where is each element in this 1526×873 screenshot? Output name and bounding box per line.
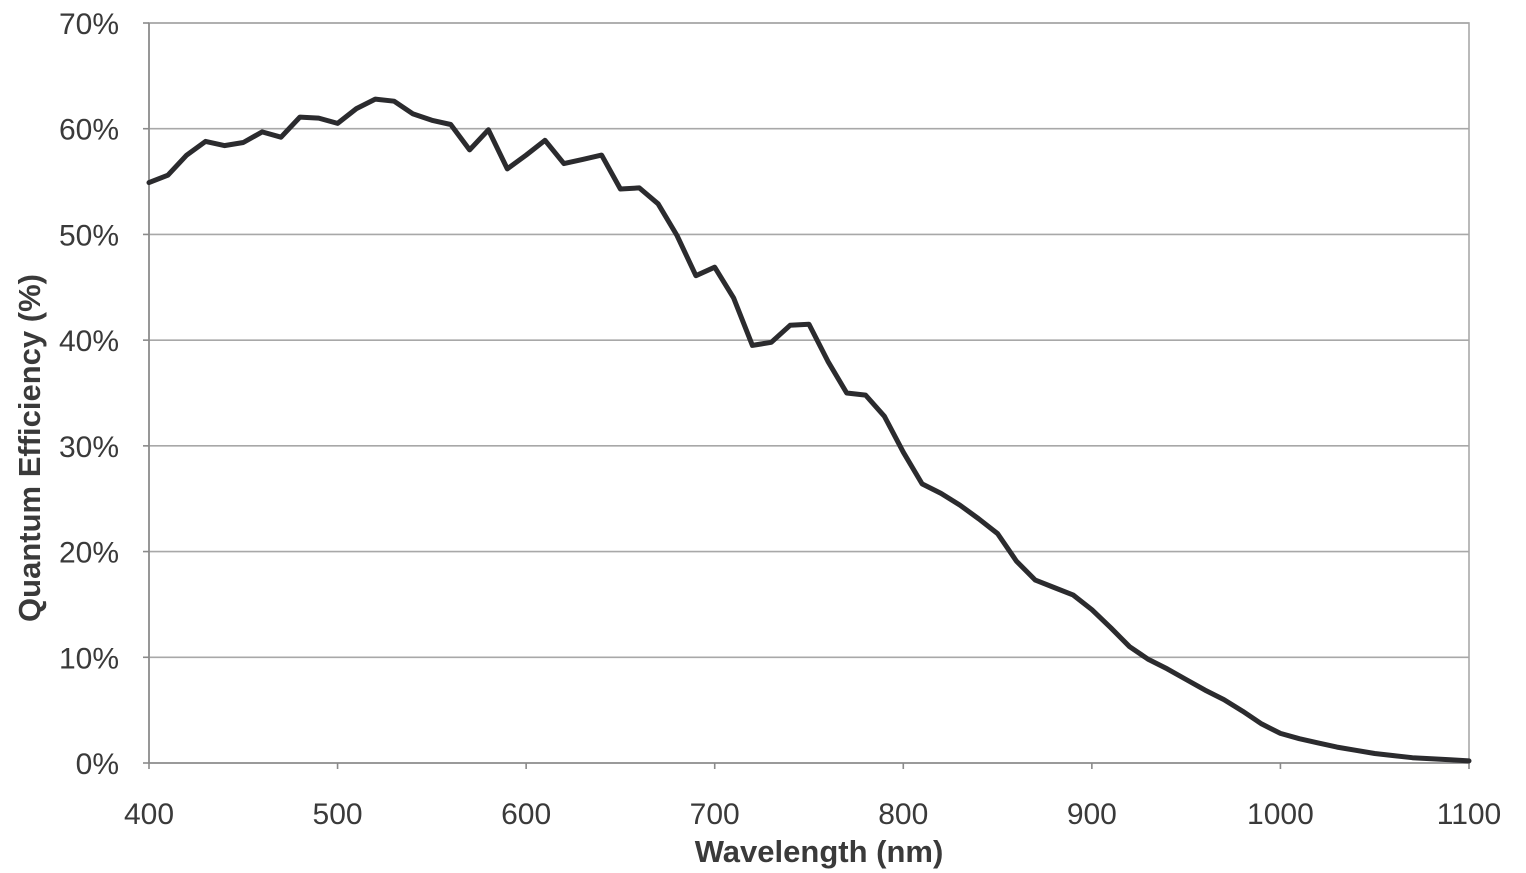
x-tick-label: 800 bbox=[878, 798, 928, 831]
axis-tick-marks bbox=[143, 22, 1470, 769]
y-axis-title: Quantum Efficiency (%) bbox=[12, 274, 47, 622]
x-tick-label: 700 bbox=[690, 798, 740, 831]
x-tick-label: 1000 bbox=[1247, 798, 1314, 831]
x-tick-label: 400 bbox=[124, 798, 174, 831]
series-layer bbox=[146, 96, 1472, 764]
y-tick-label: 70% bbox=[59, 8, 119, 41]
x-tick-label: 500 bbox=[313, 798, 363, 831]
y-axis-tick-labels: 0% 10% 20% 30% 40% 50% 60% 70% bbox=[59, 8, 119, 781]
series-line-0 bbox=[146, 96, 1472, 764]
y-tick-label: 50% bbox=[59, 219, 119, 252]
y-tick-label: 20% bbox=[59, 537, 119, 570]
y-tick-label: 40% bbox=[59, 325, 119, 358]
y-tick-label: 10% bbox=[59, 642, 119, 675]
plot-area-frame bbox=[148, 22, 1470, 764]
x-tick-label: 1100 bbox=[1437, 798, 1502, 831]
y-tick-label: 30% bbox=[59, 431, 119, 464]
y-tick-label: 60% bbox=[59, 114, 119, 147]
x-tick-label: 600 bbox=[501, 798, 551, 831]
y-tick-label: 0% bbox=[76, 748, 119, 781]
x-tick-label: 900 bbox=[1067, 798, 1117, 831]
x-axis-title: Wavelength (nm) bbox=[695, 834, 944, 869]
x-axis-tick-labels: 400 500 600 700 800 900 1000 1100 bbox=[124, 798, 1501, 831]
